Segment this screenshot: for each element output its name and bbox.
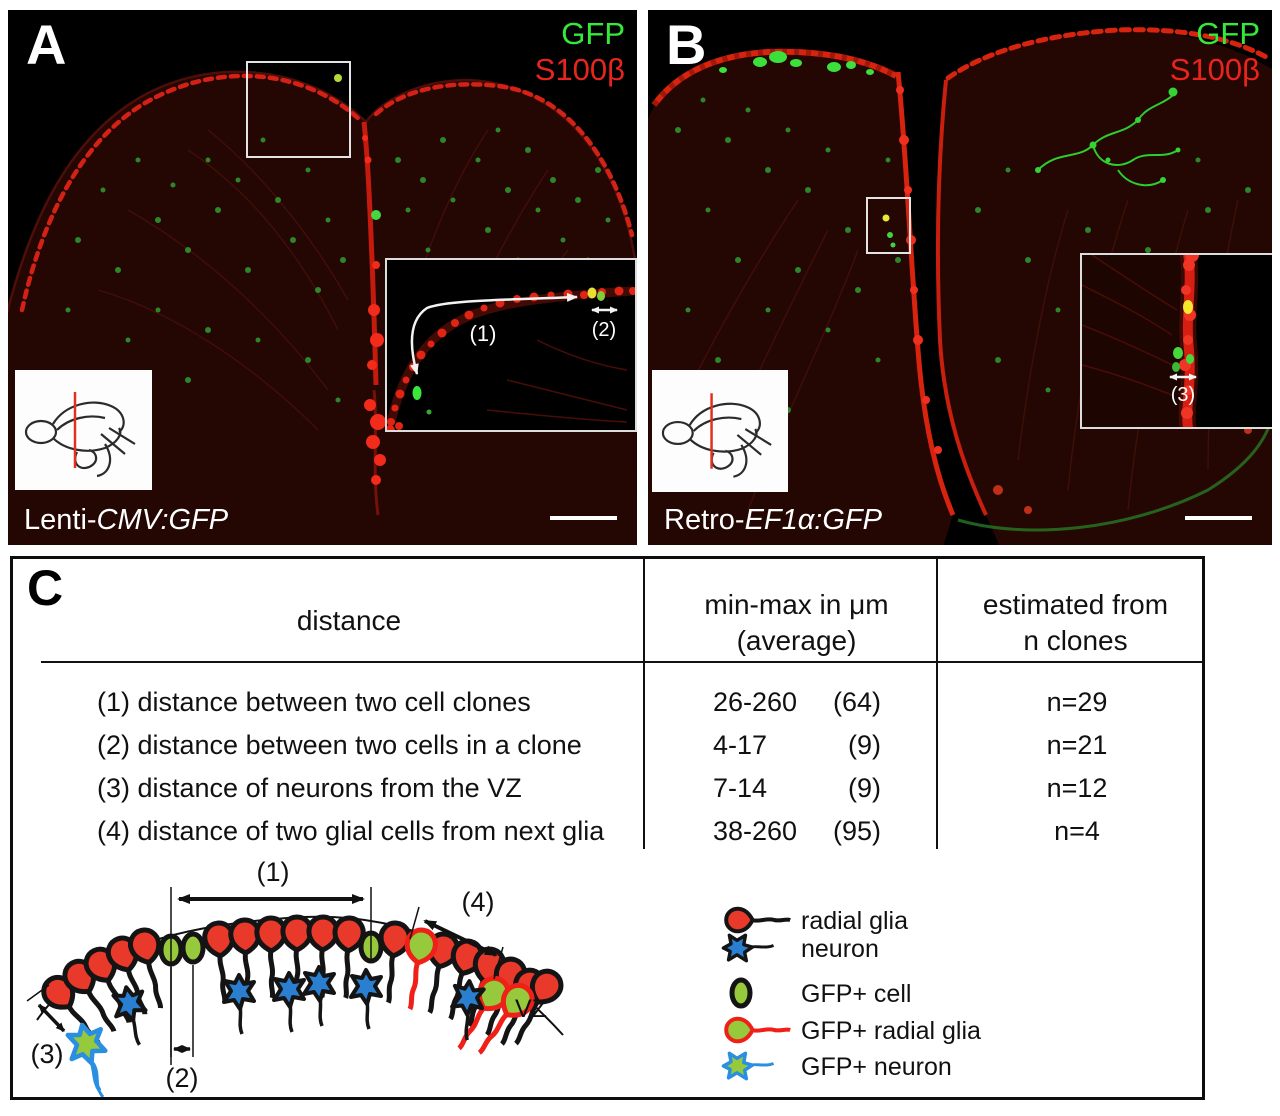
construct-prefix: Lenti- [24, 504, 97, 536]
table-divider-1 [643, 559, 645, 849]
row-nclones-value: n=4 [1054, 816, 1100, 846]
panel-c-label: C [27, 560, 64, 616]
gfp-channel-label: GFP [561, 16, 625, 51]
annotation-2: (2) [166, 965, 199, 1093]
table-row: (4) distance of two glial cells from nex… [13, 816, 1202, 850]
inset-a-clone-distance-arrow [410, 292, 578, 375]
table-divider-2 [936, 559, 938, 849]
row-average-value: (9) [848, 730, 881, 760]
table-header-nclones-line2: n clones [1023, 625, 1128, 656]
row-range-value: 26-260 [713, 687, 798, 717]
legend-label: radial glia [801, 907, 908, 935]
panel-b-roi-box [866, 197, 911, 254]
table-header-minmax-line2: (average) [736, 625, 857, 656]
panel-b-label: B [666, 13, 707, 76]
diagram-ann2: (2) [166, 1063, 199, 1093]
panel-b-zoom-inset: (3) [1080, 248, 1272, 431]
table-header-minmax-line1: min-max in μm [704, 589, 889, 620]
legend-item-radial-glia: radial glia [726, 907, 908, 935]
construct-gene: CMV:GFP [96, 504, 229, 536]
row-distance-label: (3) distance of neurons from the VZ [97, 773, 522, 803]
midline-glia-blobs [896, 86, 942, 454]
row-range-value: 38-260 [713, 816, 798, 846]
embryo-drawing [24, 401, 136, 478]
table-header-nclones-line1: estimated from [982, 589, 1169, 620]
vz-label: VZ [515, 995, 547, 1023]
panel-a-embryo-schematic [15, 370, 152, 490]
table-row: (3) distance of neurons from the VZ 7-14… [13, 773, 1202, 807]
legend-item-gfp-neuron: GFP+ neuron [721, 1051, 952, 1081]
panel-a-channel-labels: GFP S100β [535, 16, 625, 88]
construct-prefix: Retro- [664, 504, 745, 536]
gfp-channel-label: GFP [1196, 16, 1260, 51]
diagram-ann4: (4) [462, 887, 495, 917]
row-average-value: (95) [832, 816, 881, 846]
panel-a-inset-art: (1) (2) [385, 260, 637, 435]
row-distance-label: (2) distance between two cells in a clon… [97, 730, 582, 760]
table-header-rule [41, 661, 1202, 663]
panel-a-label: A [26, 13, 67, 76]
embryo-drawing [661, 402, 772, 478]
row-nclones-value: n=12 [1046, 773, 1108, 803]
legend-label: neuron [801, 935, 879, 963]
annotation-3: (3) [26, 984, 66, 1069]
inset-a-ann2: (2) [592, 319, 616, 341]
panel-c-summary: C distance min-max in μm (average) estim… [10, 556, 1205, 1100]
diagram-ann3: (3) [31, 1039, 64, 1069]
panel-b-channel-labels: GFP S100β [1170, 16, 1260, 88]
panel-a-micrograph: A GFP S100β [8, 10, 637, 545]
panel-b-embryo-schematic [652, 370, 788, 492]
diagram-ann1: (1) [257, 857, 290, 887]
row-average-value: (64) [832, 687, 881, 717]
panel-a-scale-bar [550, 516, 617, 520]
panel-b-inset-art: (3) [1081, 248, 1272, 431]
panel-a-roi-box [246, 61, 351, 158]
panel-b-micrograph: B GFP S100β [648, 10, 1272, 545]
row-range-value: 4-17 [713, 730, 768, 760]
row-distance-label: (4) distance of two glial cells from nex… [97, 816, 605, 846]
gfp-cluster-top [719, 51, 874, 75]
inset-b-streaks [1081, 254, 1178, 396]
row-range-value: 7-14 [713, 773, 768, 803]
clone-distance-diagram: (1) (2) (3) (4) VZ [26, 857, 723, 1097]
table-header-distance: distance [296, 605, 402, 636]
annotation-4: (4) [409, 887, 504, 980]
legend-label: GFP+ neuron [801, 1053, 952, 1081]
row-nclones-value: n=29 [1046, 687, 1108, 717]
legend-label: GFP+ radial glia [801, 1017, 981, 1045]
panel-b-construct-label: Retro-EF1α:GFP [664, 504, 882, 537]
diagram-legend: radial glia neuron GFP+ cell GFP+ radial… [721, 895, 981, 1081]
table-row: (1) distance between two cell clones 26-… [13, 687, 1202, 721]
s100b-channel-label: S100β [1169, 52, 1260, 87]
s100b-channel-label: S100β [534, 52, 625, 87]
table-row: (2) distance between two cells in a clon… [13, 730, 1202, 764]
construct-gene: EF1α:GFP [744, 504, 882, 536]
row-average-value: (9) [848, 773, 881, 803]
row-distance-label: (1) distance between two cell clones [97, 687, 531, 717]
panel-b-scale-bar [1185, 516, 1252, 520]
row-nclones-value: n=21 [1046, 730, 1108, 760]
panel-a-construct-label: Lenti-CMV:GFP [24, 504, 228, 537]
inset-b-ann3: (3) [1171, 384, 1195, 406]
legend-item-gfp-cell: GFP+ cell [729, 977, 911, 1009]
legend-item-neuron: neuron [721, 933, 879, 963]
legend-item-gfp-radial-glia: GFP+ radial glia [726, 1017, 981, 1045]
arbor-blobs [1035, 87, 1181, 183]
panel-a-zoom-inset: (1) (2) [385, 258, 637, 435]
gfp-neuron [65, 1021, 113, 1097]
legend-label: GFP+ cell [801, 980, 911, 1008]
midline-glia-blobs [362, 135, 386, 485]
inset-a-ann1: (1) [470, 321, 497, 346]
